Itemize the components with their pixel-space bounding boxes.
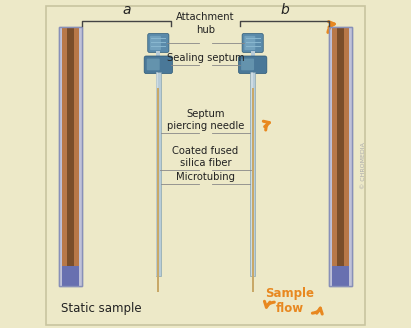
Text: Microtubing: Microtubing xyxy=(176,173,235,182)
FancyBboxPatch shape xyxy=(245,36,255,50)
FancyBboxPatch shape xyxy=(62,27,79,266)
FancyBboxPatch shape xyxy=(337,27,344,266)
FancyBboxPatch shape xyxy=(238,56,267,73)
FancyBboxPatch shape xyxy=(156,72,161,276)
FancyBboxPatch shape xyxy=(329,27,352,286)
FancyBboxPatch shape xyxy=(59,27,82,286)
Text: Static sample: Static sample xyxy=(61,302,142,315)
FancyBboxPatch shape xyxy=(252,88,254,292)
FancyBboxPatch shape xyxy=(250,72,255,276)
FancyBboxPatch shape xyxy=(242,33,263,52)
FancyBboxPatch shape xyxy=(147,59,160,70)
Text: Sample
flow: Sample flow xyxy=(266,287,314,315)
FancyBboxPatch shape xyxy=(46,6,365,325)
FancyBboxPatch shape xyxy=(251,72,252,276)
FancyBboxPatch shape xyxy=(332,266,349,286)
Text: © CHROMEDIA: © CHROMEDIA xyxy=(361,142,366,189)
FancyBboxPatch shape xyxy=(156,72,158,276)
Text: Attachment
hub: Attachment hub xyxy=(176,12,235,35)
FancyBboxPatch shape xyxy=(156,51,160,58)
Text: Coated fused
silica fiber: Coated fused silica fiber xyxy=(172,146,239,168)
FancyBboxPatch shape xyxy=(78,27,82,286)
Text: b: b xyxy=(280,3,289,17)
FancyBboxPatch shape xyxy=(144,56,173,73)
FancyBboxPatch shape xyxy=(157,88,159,292)
FancyBboxPatch shape xyxy=(329,27,333,286)
Text: Sealing septum: Sealing septum xyxy=(167,53,244,63)
FancyBboxPatch shape xyxy=(148,33,169,52)
FancyBboxPatch shape xyxy=(67,27,74,266)
FancyBboxPatch shape xyxy=(348,27,352,286)
FancyBboxPatch shape xyxy=(62,266,79,286)
FancyBboxPatch shape xyxy=(150,36,161,50)
FancyBboxPatch shape xyxy=(332,27,349,266)
Text: a: a xyxy=(122,3,131,17)
Text: Septum
piercing needle: Septum piercing needle xyxy=(167,109,244,131)
FancyBboxPatch shape xyxy=(251,51,255,58)
FancyBboxPatch shape xyxy=(59,27,63,286)
FancyBboxPatch shape xyxy=(241,59,254,70)
